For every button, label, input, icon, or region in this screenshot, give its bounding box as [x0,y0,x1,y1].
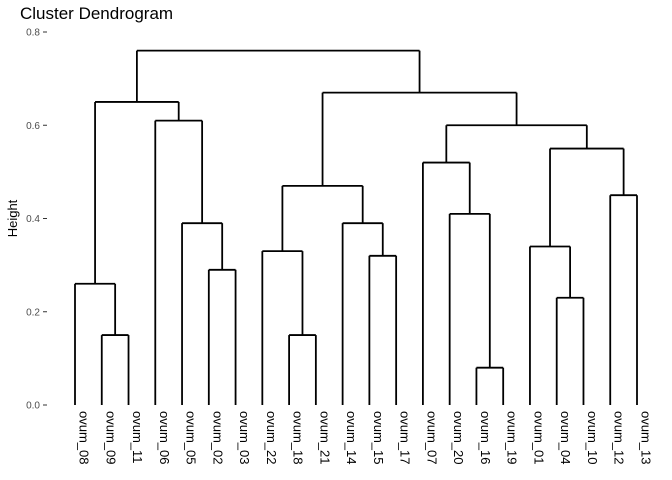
y-tick-label: 0.2 [26,307,40,318]
y-tick-label: 0.8 [26,28,40,39]
leaf-label: ovum_04 [558,411,573,464]
y-tick-label: 0.0 [26,401,40,412]
leaf-label: ovum_16 [478,411,493,464]
leaf-label: ovum_12 [612,411,627,464]
leaf-label: ovum_21 [317,411,332,464]
leaf-label: ovum_03 [237,411,252,464]
leaf-label: ovum_20 [451,411,466,464]
y-axis-label: Height [5,199,20,237]
y-tick-label: 0.4 [26,214,40,225]
leaf-label: ovum_18 [291,411,306,464]
leaf-label: ovum_19 [505,411,520,464]
leaf-label: ovum_17 [398,411,413,464]
leaf-labels: ovum_08 ovum_09 ovum_11 ovum_06 ovum_05 ovum_… [77,411,654,464]
chart-title: Cluster Dendrogram [20,4,174,23]
leaf-label: ovum_09 [103,411,118,464]
y-tick-label: 0.6 [26,121,40,132]
leaf-label: ovum_01 [531,411,546,464]
dendrogram-branches [74,49,638,405]
leaf-label: ovum_06 [157,411,172,464]
leaf-label: ovum_07 [424,411,439,464]
leaf-label: ovum_11 [130,411,145,464]
leaf-label: ovum_22 [264,411,279,464]
leaf-label: ovum_13 [639,411,654,464]
leaf-label: ovum_02 [210,411,225,464]
leaf-label: ovum_15 [371,411,386,464]
leaf-label: ovum_14 [344,411,359,464]
leaf-label: ovum_05 [184,411,199,464]
y-axis: 0.0 0.2 0.4 0.6 0.8 [26,28,47,412]
leaf-label: ovum_08 [77,411,92,464]
leaf-label: ovum_10 [585,411,600,464]
